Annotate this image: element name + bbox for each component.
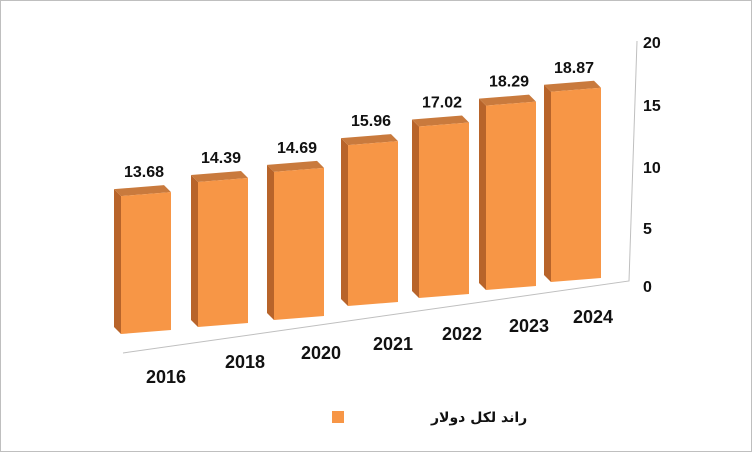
data-label: 15.96: [351, 113, 391, 130]
x-category-label: 2022: [442, 324, 482, 344]
data-label: 18.87: [554, 60, 594, 77]
x-category-label: 2024: [573, 307, 613, 327]
bar-top: [191, 170, 248, 182]
y-tick-label: 15: [643, 98, 661, 115]
y-tick-label: 10: [643, 160, 661, 177]
data-label: 13.68: [124, 164, 164, 181]
bar-front: [348, 141, 398, 306]
bar: [479, 94, 536, 290]
bar-front: [486, 101, 536, 290]
bar: [267, 160, 324, 320]
bar-top: [341, 134, 398, 146]
bar: [544, 80, 601, 282]
bar-top: [267, 160, 324, 172]
x-category-label: 2020: [301, 343, 341, 363]
bar-top: [114, 185, 171, 197]
x-category-label: 2016: [146, 367, 186, 387]
bar-front: [419, 122, 469, 298]
x-category-label: 2018: [225, 352, 265, 372]
legend-label: راند لكل دولار: [430, 410, 527, 426]
axis-lines: [122, 40, 638, 354]
bar-side: [544, 84, 551, 282]
bar-top: [544, 80, 601, 92]
y-tick-label: 0: [643, 279, 652, 296]
bar-top: [479, 94, 536, 106]
bar-side: [267, 164, 274, 320]
bar-top: [412, 115, 469, 127]
y-tick-label: 5: [643, 221, 652, 238]
bar: [412, 115, 469, 298]
bar-front: [274, 167, 324, 320]
bar: [114, 185, 171, 334]
x-category-label: 2023: [509, 316, 549, 336]
y-tick-label: 20: [643, 35, 661, 52]
data-label: 18.29: [489, 74, 529, 91]
bar-side: [114, 189, 121, 334]
bar-side: [191, 174, 198, 327]
data-label: 14.69: [277, 140, 317, 157]
bar-front: [121, 192, 171, 334]
legend-swatch: [332, 411, 344, 423]
data-label: 17.02: [422, 94, 462, 111]
bar-front: [198, 177, 248, 327]
x-category-label: 2021: [373, 334, 413, 354]
bar-side: [479, 98, 486, 290]
data-label: 14.39: [201, 150, 241, 167]
bar-front: [551, 87, 601, 282]
bar: [341, 134, 398, 306]
bar-side: [341, 138, 348, 306]
bar-side: [412, 119, 419, 298]
bar: [191, 170, 248, 327]
